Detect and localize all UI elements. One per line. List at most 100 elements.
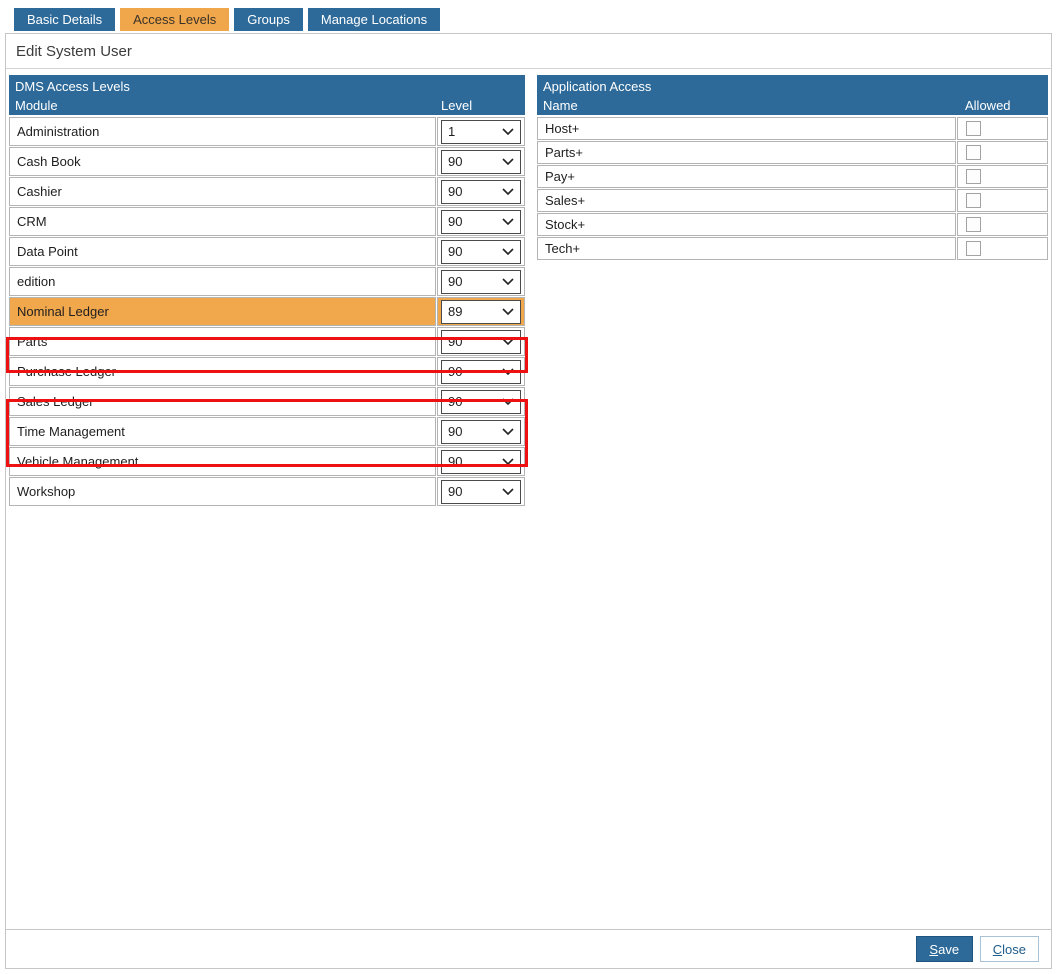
allowed-checkbox[interactable]: [966, 169, 981, 184]
app-table-caption: Application Access: [543, 79, 652, 94]
level-cell: 90: [437, 147, 525, 176]
app-name-cell[interactable]: Parts+: [537, 141, 956, 164]
level-value: 90: [448, 154, 463, 169]
title-block: Edit System User: [6, 34, 1051, 69]
allowed-checkbox[interactable]: [966, 145, 981, 160]
dms-table-columns: Module Level: [15, 96, 525, 115]
close-button[interactable]: Close: [979, 936, 1039, 962]
column-header-allowed: Allowed: [965, 98, 1011, 113]
table-row-workshop: Workshop 90: [9, 477, 525, 506]
allowed-cell: [957, 117, 1048, 140]
level-value: 90: [448, 454, 463, 469]
tab-manage-locations[interactable]: Manage Locations: [307, 8, 441, 31]
allowed-checkbox[interactable]: [966, 193, 981, 208]
dms-table-caption: DMS Access Levels: [15, 79, 130, 94]
table-row-parts: Parts 90: [9, 327, 525, 356]
column-header-module: Module: [15, 98, 58, 113]
chevron-down-icon: [502, 308, 514, 315]
table-row-cashier: Cashier 90: [9, 177, 525, 206]
level-value: 90: [448, 274, 463, 289]
module-cell[interactable]: edition: [9, 267, 436, 296]
level-select[interactable]: 90: [441, 179, 521, 204]
level-cell: 90: [437, 327, 525, 356]
allowed-checkbox[interactable]: [966, 241, 981, 256]
level-select[interactable]: 90: [441, 359, 521, 384]
app-name-cell[interactable]: Sales+: [537, 189, 956, 212]
app-table-body: Host+ Parts+ Pay+: [537, 115, 1048, 260]
level-cell: 90: [437, 207, 525, 236]
level-select[interactable]: 90: [441, 449, 521, 474]
module-cell[interactable]: Cash Book: [9, 147, 436, 176]
level-select[interactable]: 89: [441, 299, 521, 324]
chevron-down-icon: [502, 218, 514, 225]
allowed-cell: [957, 141, 1048, 164]
level-value: 90: [448, 394, 463, 409]
tab-basic-details[interactable]: Basic Details: [14, 8, 116, 31]
table-row-sales-ledger: Sales Ledger 90: [9, 387, 525, 416]
table-row-sales-plus: Sales+: [537, 189, 1048, 212]
tab-access-levels[interactable]: Access Levels: [120, 8, 230, 31]
app-name-cell[interactable]: Stock+: [537, 213, 956, 236]
level-value: 90: [448, 244, 463, 259]
level-cell: 90: [437, 417, 525, 446]
tab-groups[interactable]: Groups: [234, 8, 303, 31]
allowed-checkbox[interactable]: [966, 121, 981, 136]
level-select[interactable]: 90: [441, 329, 521, 354]
module-cell[interactable]: Vehicle Management: [9, 447, 436, 476]
page-title: Edit System User: [16, 42, 132, 60]
allowed-cell: [957, 213, 1048, 236]
table-row-crm: CRM 90: [9, 207, 525, 236]
module-cell[interactable]: Purchase Ledger: [9, 357, 436, 386]
table-row-administration: Administration 1: [9, 117, 525, 146]
save-button-label: Save: [929, 941, 960, 957]
table-row-time-management: Time Management 90: [9, 417, 525, 446]
chevron-down-icon: [502, 128, 514, 135]
save-button[interactable]: Save: [915, 936, 973, 962]
level-cell: 90: [437, 387, 525, 416]
app-name-cell[interactable]: Host+: [537, 117, 956, 140]
module-cell[interactable]: Cashier: [9, 177, 436, 206]
level-select[interactable]: 90: [441, 389, 521, 414]
module-cell[interactable]: CRM: [9, 207, 436, 236]
module-cell[interactable]: Time Management: [9, 417, 436, 446]
module-cell[interactable]: Workshop: [9, 477, 436, 506]
level-cell: 90: [437, 447, 525, 476]
table-row-host-plus: Host+: [537, 117, 1048, 140]
allowed-cell: [957, 237, 1048, 260]
module-cell[interactable]: Data Point: [9, 237, 436, 266]
level-select[interactable]: 90: [441, 239, 521, 264]
module-cell[interactable]: Sales Ledger: [9, 387, 436, 416]
level-select[interactable]: 90: [441, 479, 521, 504]
app-name-cell[interactable]: Pay+: [537, 165, 956, 188]
module-cell[interactable]: Parts: [9, 327, 436, 356]
module-cell[interactable]: Administration: [9, 117, 436, 146]
level-select[interactable]: 90: [441, 269, 521, 294]
column-header-level: Level: [441, 98, 473, 113]
table-row-cash-book: Cash Book 90: [9, 147, 525, 176]
chevron-down-icon: [502, 368, 514, 375]
table-row-vehicle-management: Vehicle Management 90: [9, 447, 525, 476]
level-value: 89: [448, 304, 463, 319]
level-value: 90: [448, 484, 463, 499]
table-row-parts-plus: Parts+: [537, 141, 1048, 164]
table-row-tech-plus: Tech+: [537, 237, 1048, 260]
allowed-checkbox[interactable]: [966, 217, 981, 232]
allowed-cell: [957, 189, 1048, 212]
dms-table-body: Administration 1 Cash Book 90: [9, 115, 525, 506]
chevron-down-icon: [502, 158, 514, 165]
close-button-label: Close: [992, 941, 1026, 957]
level-value: 90: [448, 214, 463, 229]
chevron-down-icon: [502, 188, 514, 195]
level-cell: 89: [437, 297, 525, 326]
level-cell: 90: [437, 237, 525, 266]
app-name-cell[interactable]: Tech+: [537, 237, 956, 260]
module-cell[interactable]: Nominal Ledger: [9, 297, 436, 326]
edit-system-user-panel: Edit System User DMS Access Levels Modul…: [5, 33, 1052, 969]
level-select[interactable]: 90: [441, 149, 521, 174]
level-select[interactable]: 1: [441, 119, 521, 144]
level-select[interactable]: 90: [441, 209, 521, 234]
level-select[interactable]: 90: [441, 419, 521, 444]
level-cell: 90: [437, 267, 525, 296]
allowed-cell: [957, 165, 1048, 188]
tab-strip: Basic Details Access Levels Groups Manag…: [14, 8, 441, 31]
